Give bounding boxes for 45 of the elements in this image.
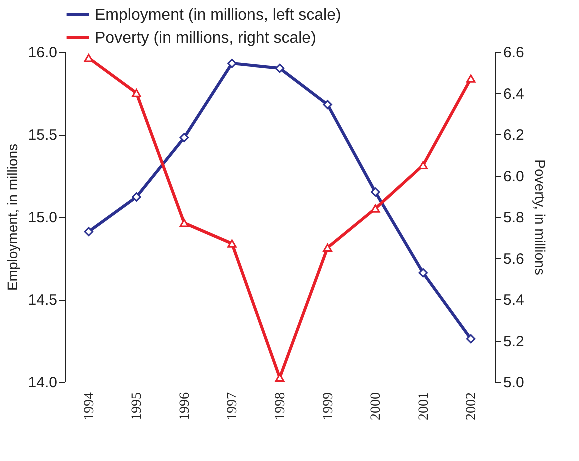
x-tick-label: 1998 [274,392,288,420]
point [370,204,380,213]
y2-tick-label: 5.8 [504,210,524,226]
y-tick-label: 14.5 [28,292,58,309]
point [418,268,428,278]
x-tick-label: 1999 [321,392,336,420]
y2-tick-label: 6.0 [504,168,524,186]
x-tick-label: 2001 [416,392,432,420]
y2-axis-title: Poverty, in millions [532,160,548,276]
point [323,244,332,252]
point [180,133,190,142]
y-tick-label: 15.0 [28,210,58,226]
legend-label: Poverty (in millions, right scale) [95,30,316,47]
y2-tick-label: 6.2 [504,127,524,144]
point [370,188,380,197]
x-tick-label: 2002 [464,392,480,420]
y2-tick-label: 6.4 [504,86,524,103]
point [228,240,237,248]
point [228,58,237,68]
x-tick-label: 1997 [226,392,241,420]
x-tick-label: 2000 [369,392,384,420]
point [132,89,142,98]
y2-tick-label: 5.2 [504,333,524,350]
point [275,64,285,74]
x-tick-label: 1995 [130,392,146,420]
y-tick-label: 14.0 [28,374,58,392]
y-tick-label: 16.0 [28,44,58,62]
point [323,100,332,110]
point [180,219,190,228]
point [418,161,428,170]
y-axis-title: Employment, in millions [4,144,20,292]
point [275,374,285,382]
x-tick-label: 1994 [82,392,98,420]
point [466,334,476,344]
legend-label: Employment (in millions, left scale) [95,7,342,24]
point [466,74,476,83]
x-tick-label: 1996 [178,392,193,420]
y2-tick-label: 5.0 [504,374,524,392]
y-tick-label: 15.5 [28,127,58,144]
point [132,192,142,202]
y2-tick-label: 5.6 [504,250,524,268]
point [84,54,94,62]
point [84,227,94,236]
y2-tick-label: 6.6 [504,44,524,62]
y2-tick-label: 5.4 [504,292,524,309]
